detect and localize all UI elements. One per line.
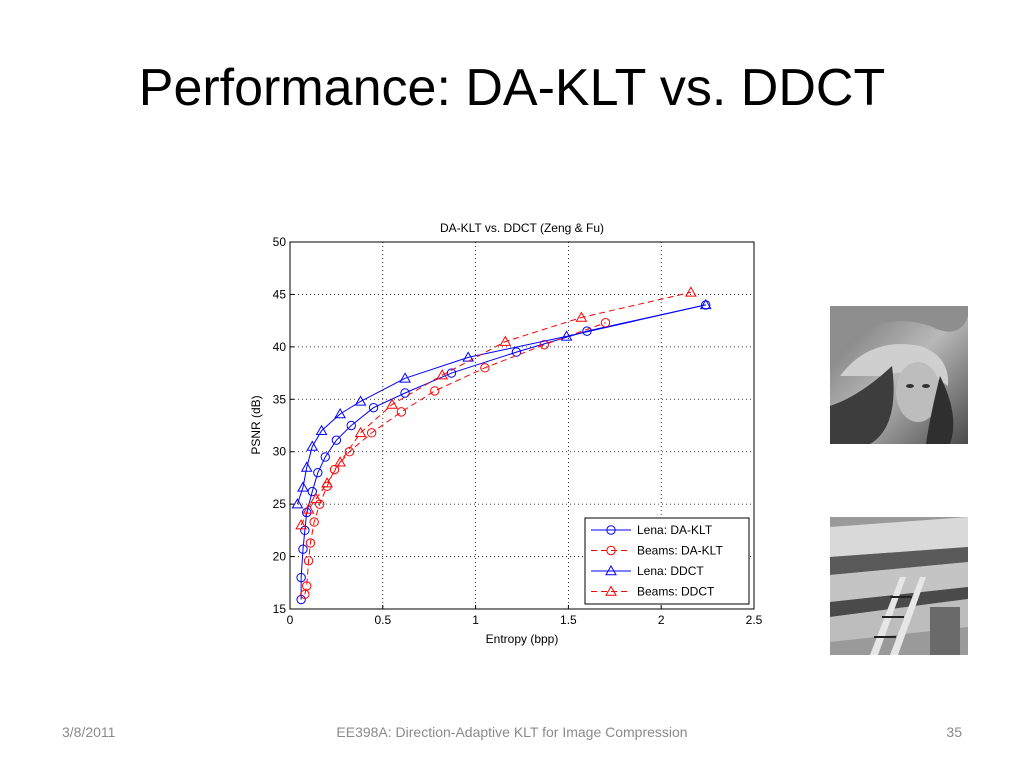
data-point [699, 298, 712, 310]
data-point [295, 519, 307, 530]
y-tick-label: 50 [273, 235, 287, 249]
data-point [368, 402, 379, 413]
psnr-vs-entropy-chart: 0 0.5 1 1.5 2 2.5 15 20 25 30 35 40 45 50 DA-KLT vs. … [249, 221, 763, 646]
footer-date: 3/8/2011 [62, 724, 116, 740]
tick-layer: 0 0.5 1 1.5 2 2.5 15 20 25 30 35 40 45 50 [273, 235, 763, 627]
data-point [600, 318, 611, 328]
data-point [400, 388, 410, 398]
data-point [685, 286, 697, 297]
legend-marker [605, 585, 617, 596]
grid-lines [290, 242, 754, 609]
x-tick-label: 0.5 [374, 613, 391, 627]
data-point [334, 407, 346, 419]
data-point [334, 456, 346, 467]
data-point [399, 372, 411, 383]
legend-marker [606, 525, 616, 535]
series-beams-da-klt [300, 318, 611, 600]
legend-entry: Lena: DA-KLT [591, 523, 713, 537]
beams-thumbnail [830, 517, 968, 655]
series-lena-da-klt [296, 300, 711, 605]
legend-label: Beams: DA-KLT [637, 544, 723, 558]
slide-title: Performance: DA-KLT vs. DDCT [138, 59, 886, 117]
series-line-lena-ddct [296, 304, 706, 505]
data-point [446, 368, 457, 378]
y-tick-label: 15 [273, 602, 287, 616]
data-point [430, 386, 440, 396]
x-tick-label: 0 [287, 613, 294, 627]
data-point [302, 581, 312, 591]
series-layer [291, 286, 712, 605]
data-point [436, 369, 449, 380]
data-point [298, 544, 308, 554]
x-tick-label: 2.5 [746, 613, 763, 627]
data-point [321, 477, 333, 488]
y-tick-label: 20 [273, 550, 287, 564]
data-point [354, 426, 367, 438]
x-tick-label: 1 [472, 613, 479, 627]
data-point [346, 420, 356, 431]
x-axis-label: Entropy (bpp) [486, 632, 559, 646]
data-point [303, 556, 314, 566]
data-point [386, 398, 398, 409]
footer-title: EE398A: Direction-Adaptive KLT for Image… [336, 724, 688, 740]
legend-entry: Lena: DDCT [591, 564, 704, 578]
legend-entry: Beams: DDCT [591, 585, 715, 599]
legend-entry: Beams: DA-KLT [591, 544, 723, 558]
series-line-lena-da-klt [300, 304, 706, 600]
data-point [366, 428, 377, 438]
data-point [320, 452, 330, 462]
data-point [480, 363, 490, 373]
series-line-beams-da-klt [304, 322, 606, 595]
x-tick-label: 2 [658, 613, 665, 627]
data-point [511, 347, 522, 357]
data-point [539, 340, 549, 350]
y-axis-label: PSNR (dB) [249, 395, 263, 454]
data-point [297, 481, 309, 492]
lena-thumbnail [830, 306, 968, 444]
y-tick-label: 40 [273, 340, 287, 354]
data-point [291, 498, 304, 509]
plot-frame [289, 241, 755, 610]
data-point [309, 517, 319, 527]
y-tick-label: 30 [273, 445, 287, 459]
legend: Lena: DA-KLT Beams: DA-KLT Lena: DDCT Beams… [584, 517, 750, 605]
data-point [462, 351, 475, 362]
legend-label: Beams: DDCT [637, 585, 715, 599]
legend-label: Lena: DDCT [637, 564, 704, 578]
legend-marker [605, 564, 617, 576]
data-point [315, 424, 328, 435]
y-tick-label: 45 [273, 287, 287, 301]
data-point [306, 440, 319, 451]
data-point [344, 447, 355, 457]
data-point [575, 311, 588, 322]
data-point [313, 467, 323, 478]
data-point [296, 572, 306, 583]
legend-marker [606, 545, 616, 556]
data-point [331, 435, 342, 445]
data-point [305, 538, 316, 548]
data-point [310, 492, 322, 504]
series-lena-ddct [291, 298, 712, 509]
page-number: 35 [946, 724, 962, 740]
data-point [560, 330, 573, 341]
data-point [329, 464, 340, 475]
data-point [354, 395, 367, 406]
data-point [300, 461, 313, 472]
y-tick-label: 25 [273, 497, 287, 511]
data-point [499, 335, 512, 346]
legend-label: Lena: DA-KLT [637, 523, 713, 537]
data-point [302, 503, 315, 514]
x-tick-label: 1.5 [560, 613, 577, 627]
y-tick-label: 35 [273, 392, 287, 406]
series-beams-ddct [295, 286, 697, 530]
data-point [396, 407, 407, 417]
chart-title: DA-KLT vs. DDCT (Zeng & Fu) [440, 221, 604, 235]
